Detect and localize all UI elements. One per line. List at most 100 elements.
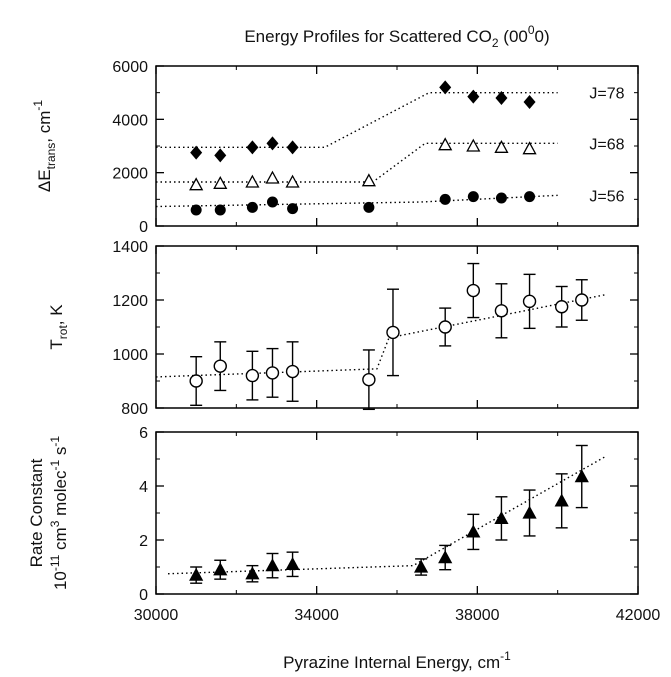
ylabel-1-prefix: ΔE xyxy=(35,169,54,192)
panel-2-content: 800 1000 1200 1400 xyxy=(112,239,639,418)
ylabel-3-l2-mid: cm xyxy=(51,527,70,554)
panel-3-point-data-0 xyxy=(189,567,204,581)
panel-1-ytick-label-0: 0 xyxy=(139,219,148,236)
panel-2-point-data-4 xyxy=(285,364,300,379)
panel-1-ylabel: ΔEtrans, cm-1 xyxy=(31,100,58,192)
panel-2-point-data-8 xyxy=(466,283,481,298)
ylabel-3-l2-sup3: -1 xyxy=(48,460,62,471)
ylabel-3-l2-mid2: molec xyxy=(51,470,70,521)
x-axis-title: Pyrazine Internal Energy, cm-1 xyxy=(283,649,511,672)
ylabel-3-l2-sup1: -11 xyxy=(48,554,62,571)
panel-2-point-data-3 xyxy=(265,366,280,380)
ylabel-3-line1: Rate Constant xyxy=(27,458,46,567)
panel-3-point-data-8 xyxy=(494,511,509,525)
panel-2-ytick-label-2: 1200 xyxy=(112,293,148,310)
panel-2-point-data-7 xyxy=(438,320,452,334)
panel-1-point-j78-8 xyxy=(523,95,536,109)
chart-title: Energy Profiles for Scattered CO2 (0000) xyxy=(244,23,549,50)
panel-2-point-data-5 xyxy=(362,372,376,387)
panel-3-point-data-4 xyxy=(285,556,300,570)
panel-2-point-data-11 xyxy=(554,300,569,314)
panel-2-point-data-2 xyxy=(245,368,260,383)
ylabel-3-l2-mid3: s xyxy=(51,447,70,460)
ylabel-1-sub: trans xyxy=(44,143,58,170)
title-sup: 0 xyxy=(528,23,535,37)
ylabel-1-suffix: , cm xyxy=(35,111,54,143)
panel-energy-transfer: 0 2000 4000 6000 J=78 J=68 J=56 ΔEtrans, cm-1 xyxy=(31,59,639,236)
panel-3-point-data-10 xyxy=(554,493,569,507)
panel-2-point-data-0 xyxy=(189,374,203,388)
panel-1-point-j56-1 xyxy=(214,204,226,216)
panel-3-ylabel-units: 10-11 cm3 molec-1 s-1 xyxy=(48,436,70,590)
panel-3-ytick-label-3: 6 xyxy=(139,425,148,442)
panel-1-fit-line-0 xyxy=(156,91,558,149)
ylabel-2-suffix: , K xyxy=(47,304,66,325)
panel-1-point-j68-0 xyxy=(189,177,204,191)
panel-1-fit-line-2 xyxy=(155,194,558,208)
panel-3-frame xyxy=(155,431,639,595)
ylabel-3-l2-sup4: -1 xyxy=(48,436,62,447)
panel-1-point-j78-3 xyxy=(266,136,279,151)
panel-1-point-j56-6 xyxy=(439,193,451,205)
panel-1-point-j68-9 xyxy=(522,141,537,155)
panel-1-point-j78-4 xyxy=(286,140,299,155)
panel-3-ylabel: Rate Constant xyxy=(27,458,46,567)
panel-3-ytick-label-2: 4 xyxy=(139,479,148,496)
x-tick-labels: 30000 34000 38000 42000 xyxy=(134,607,661,624)
x-tick-label-0: 30000 xyxy=(134,607,179,624)
panel-3-point-data-3 xyxy=(265,558,280,572)
panel-1-point-j56-7 xyxy=(467,191,479,203)
panel-1-ytick-label-1: 2000 xyxy=(112,166,148,183)
panel-3-ytick-label-0: 0 xyxy=(139,587,148,604)
panel-2-point-data-1 xyxy=(213,359,227,373)
panel-1-point-j56-9 xyxy=(524,191,536,203)
title-prefix: Energy Profiles for Scattered CO xyxy=(244,27,492,46)
panel-3-point-data-6 xyxy=(438,550,453,564)
panel-3-ytick-label-1: 2 xyxy=(139,533,148,550)
panel-1-point-j68-5 xyxy=(361,173,376,187)
panel-3-point-data-7 xyxy=(466,524,481,538)
panel-1-point-j78-6 xyxy=(467,89,480,104)
panel-1-point-j78-2 xyxy=(246,140,259,155)
ylabel-2-prefix: T xyxy=(47,339,66,349)
panel-3-point-data-2 xyxy=(245,566,260,580)
series-label-j78: J=78 xyxy=(589,86,624,103)
panel-rotational-temperature: 800 1000 1200 1400 Trot, K xyxy=(47,239,639,418)
x-axis-label-sup: -1 xyxy=(500,649,511,663)
panel-1-ytick-label-2: 4000 xyxy=(112,112,148,129)
panel-1-point-j68-8 xyxy=(494,139,509,153)
panel-3-point-data-9 xyxy=(522,505,537,519)
panel-2-point-data-6 xyxy=(386,325,400,340)
panel-2-point-data-10 xyxy=(522,294,537,309)
ylabel-3-l2-prefix: 10 xyxy=(51,571,70,590)
title-mid: (00 xyxy=(499,27,528,46)
panel-1-point-j68-1 xyxy=(213,175,228,189)
panel-2-point-data-9 xyxy=(494,304,509,318)
panel-1-point-j68-3 xyxy=(265,170,280,184)
panel-1-content: 0 2000 4000 6000 J=78 J=68 J=56 xyxy=(112,59,639,236)
panel-1-point-j56-0 xyxy=(190,204,202,216)
panel-3-point-data-1 xyxy=(213,562,228,576)
ylabel-2-sub: rot xyxy=(56,325,70,340)
panel-2-ytick-label-3: 1400 xyxy=(112,239,148,256)
series-label-j56: J=56 xyxy=(589,188,624,205)
panel-1-point-j78-5 xyxy=(439,80,452,95)
panel-3-point-data-5 xyxy=(414,559,429,573)
panel-1-point-j78-1 xyxy=(214,148,227,163)
panel-1-point-j68-4 xyxy=(285,174,300,188)
panel-1-frame xyxy=(155,65,639,227)
panel-1-point-j56-3 xyxy=(266,196,278,208)
panel-1-point-j56-4 xyxy=(287,203,299,215)
panel-1-point-j68-7 xyxy=(466,138,481,152)
panel-2-ylabel: Trot, K xyxy=(47,304,70,350)
panel-1-point-j68-6 xyxy=(438,137,453,151)
panel-2-point-data-12 xyxy=(575,293,589,307)
panel-1-point-j56-5 xyxy=(363,201,375,213)
panel-1-point-j56-8 xyxy=(495,192,507,204)
ylabel-3-l2-sup2: 3 xyxy=(48,520,62,527)
panel-2-ytick-label-1: 1000 xyxy=(112,347,148,364)
x-axis-label-text: Pyrazine Internal Energy, cm xyxy=(283,653,500,672)
panel-3-fit-line-0 xyxy=(168,455,607,575)
